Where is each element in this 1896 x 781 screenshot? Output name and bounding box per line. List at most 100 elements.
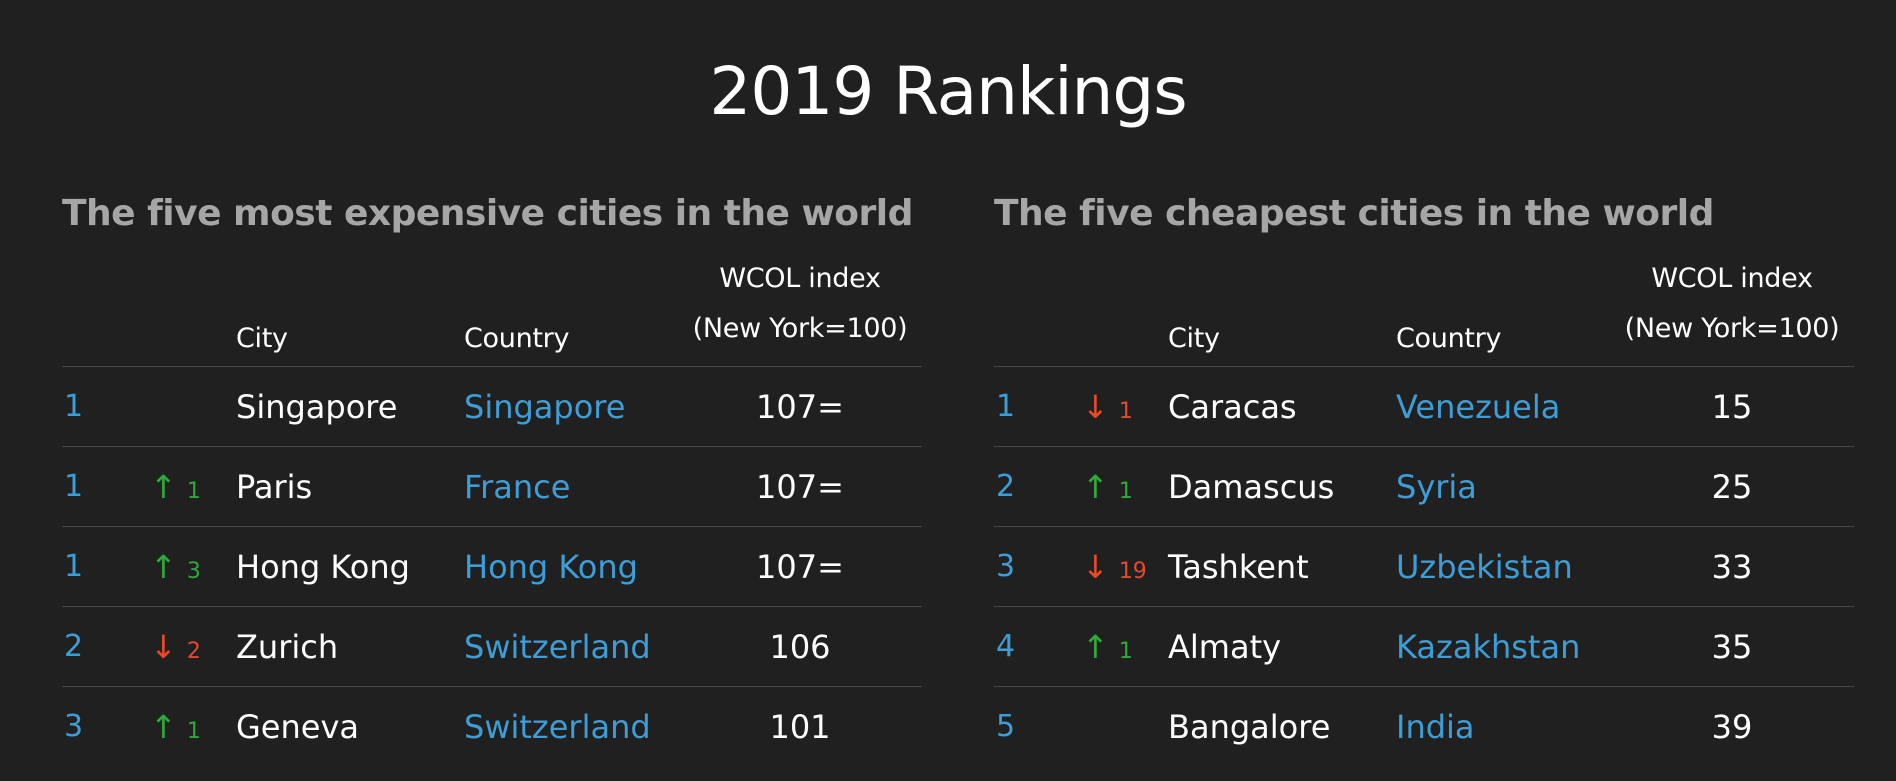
wcol-index-cell: 25 [1610,446,1854,527]
rank-header [994,254,1082,367]
table-row: 3 ↓ 19 Tashkent Uzbekistan 33 [994,526,1854,607]
rank-change-value: 1 [186,478,201,504]
table-row: 2 ↑ 1 Damascus Syria 25 [994,446,1854,527]
change-header [1082,254,1168,367]
city-header: City [236,254,464,367]
country-link[interactable]: Venezuela [1396,366,1610,447]
page-title: 2019 Rankings [709,53,1187,130]
rank-change-cell: ↑ 1 [150,687,236,767]
arrow-down-icon: ↓ [1082,387,1109,426]
rank-cell: 2 [994,446,1082,527]
city-cell: Caracas [1168,366,1396,447]
rank-cell: 4 [994,606,1082,687]
cheapest-rows: 1 ↓ 1 Caracas Venezuela 15 2 ↑ 1 Damascus Syria 25 3… [994,366,1854,767]
cheapest-cities-panel: The five cheapest cities in the world Ci… [994,190,1854,766]
rank-change-value: 2 [186,638,201,664]
table-header-row: City Country WCOL index (New York=100) [62,254,922,367]
change-header [150,254,236,367]
wcol-index-cell: 101 [769,707,831,746]
expensive-rows: 1 Singapore Singapore 107= 1 ↑ 1 Paris France 107… [62,366,922,767]
rank-cell: 2 [62,606,150,687]
country-header: Country [1396,254,1610,367]
city-cell: Bangalore [1168,707,1331,746]
wcol-index-cell: 35 [1610,606,1854,687]
table-row: 1 Singapore Singapore 107= [62,366,922,447]
city-header: City [1168,254,1396,367]
rank-cell: 5 [996,709,1016,744]
rank-change-cell: ↑ 3 [150,526,236,607]
rank-change-cell [1082,687,1168,767]
cheapest-cities-table: City Country WCOL index (New York=100) 1… [994,254,1854,766]
wcol-index-cell: 107= [678,446,922,527]
rank-change-value: 19 [1118,558,1147,584]
table-row: 5 Bangalore India 39 [994,687,1854,767]
city-cell: Almaty [1168,606,1396,687]
rank-change-cell: ↑ 1 [150,446,236,527]
rank-change-cell: ↓ 1 [1082,366,1168,447]
country-link[interactable]: Kazakhstan [1396,606,1610,687]
rank-change-value: 3 [186,558,201,584]
city-cell: Geneva [236,707,359,746]
table-row: 1 ↑ 3 Hong Kong Hong Kong 107= [62,526,922,607]
wcol-index-cell: 106 [678,606,922,687]
rank-change-cell: ↓ 19 [1082,526,1168,607]
wcol-index-header-line2: (New York=100) [692,313,908,344]
wcol-index-cell: 107= [678,526,922,607]
table-row: 4 ↑ 1 Almaty Kazakhstan 35 [994,606,1854,687]
wcol-index-header: WCOL index (New York=100) [1610,254,1854,367]
city-cell: Damascus [1168,446,1396,527]
wcol-index-cell: 33 [1610,526,1854,607]
arrow-down-icon: ↓ [1082,547,1109,586]
wcol-index-cell: 15 [1610,366,1854,447]
country-link[interactable]: Hong Kong [464,526,678,607]
expensive-cities-heading: The five most expensive cities in the wo… [62,193,913,234]
rank-change-cell: ↑ 1 [1082,606,1168,687]
wcol-index-header-line1: WCOL index [719,263,881,294]
rank-change-value: 1 [1118,478,1133,504]
rank-change-cell: ↓ 2 [150,606,236,687]
arrow-up-icon: ↑ [150,707,177,746]
rank-change-value: 1 [186,718,201,744]
table-row: 3 ↑ 1 Geneva Switzerland 101 [62,687,922,767]
rank-cell: 1 [62,366,150,447]
city-cell: Paris [236,446,464,527]
city-cell: Tashkent [1168,526,1396,607]
arrow-up-icon: ↑ [150,467,177,506]
rank-change-value: 1 [1118,398,1133,424]
table-header-row: City Country WCOL index (New York=100) [994,254,1854,367]
arrow-up-icon: ↑ [1082,627,1109,666]
wcol-index-cell: 39 [1711,707,1753,746]
table-row: 2 ↓ 2 Zurich Switzerland 106 [62,606,922,687]
rank-header [62,254,150,367]
rank-change-cell: ↑ 1 [1082,446,1168,527]
city-cell: Zurich [236,606,464,687]
rank-change-cell [150,366,236,447]
country-link[interactable]: France [464,446,678,527]
cheapest-cities-heading: The five cheapest cities in the world [994,193,1714,234]
rank-cell: 1 [994,366,1082,447]
city-cell: Singapore [236,366,464,447]
wcol-index-header-line2: (New York=100) [1624,313,1840,344]
city-cell: Hong Kong [236,526,464,607]
rank-cell: 3 [64,709,84,744]
country-link[interactable]: Uzbekistan [1396,526,1610,607]
rank-cell: 1 [62,446,150,527]
country-link[interactable]: Switzerland [464,606,678,687]
arrow-up-icon: ↑ [150,547,177,586]
expensive-cities-table: City Country WCOL index (New York=100) 1… [62,254,922,766]
wcol-index-header: WCOL index (New York=100) [678,254,922,367]
country-link[interactable]: Switzerland [464,707,651,746]
expensive-cities-panel: The five most expensive cities in the wo… [62,190,922,766]
arrow-up-icon: ↑ [1082,467,1109,506]
table-row: 1 ↓ 1 Caracas Venezuela 15 [994,366,1854,447]
wcol-index-header-line1: WCOL index [1651,263,1813,294]
country-link[interactable]: Syria [1396,446,1610,527]
country-header: Country [464,254,678,367]
country-link[interactable]: Singapore [464,366,678,447]
country-link[interactable]: India [1396,707,1475,746]
arrow-down-icon: ↓ [150,627,177,666]
rank-cell: 3 [994,526,1082,607]
table-row: 1 ↑ 1 Paris France 107= [62,446,922,527]
rank-cell: 1 [62,526,150,607]
wcol-index-cell: 107= [678,366,922,447]
